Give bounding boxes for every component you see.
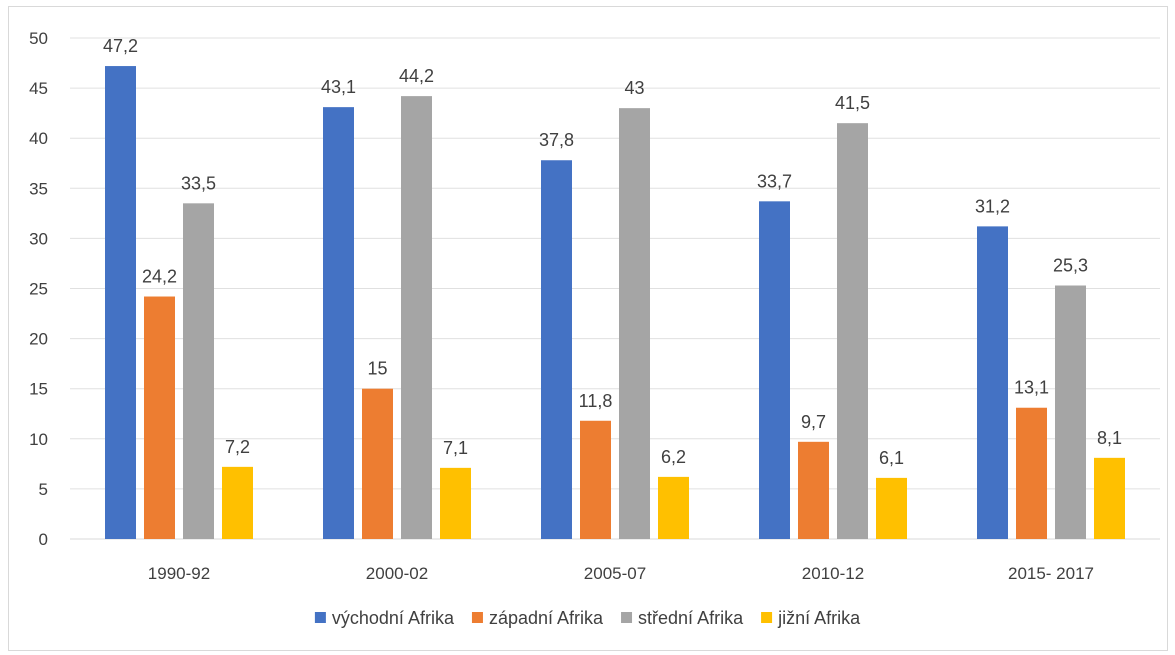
bar	[183, 203, 214, 539]
data-label: 6,2	[661, 447, 686, 467]
data-label: 7,1	[443, 438, 468, 458]
bar	[1055, 285, 1086, 539]
y-tick-label: 40	[29, 129, 48, 148]
bar	[222, 466, 253, 539]
x-tick-label: 2010-12	[802, 564, 864, 583]
x-tick-label: 2015- 2017	[1008, 564, 1094, 583]
data-label: 15	[367, 359, 387, 379]
data-label: 37,8	[539, 130, 574, 150]
bar	[619, 108, 650, 539]
bar	[323, 107, 354, 539]
y-tick-label: 15	[29, 380, 48, 399]
legend-label: východní Afrika	[332, 608, 455, 628]
y-tick-label: 20	[29, 330, 48, 349]
data-label: 11,8	[579, 391, 613, 411]
y-tick-label: 50	[29, 29, 48, 48]
y-tick-label: 45	[29, 79, 48, 98]
data-label: 43	[624, 78, 644, 98]
data-label: 41,5	[835, 93, 870, 113]
bar	[440, 467, 471, 539]
x-tick-label: 1990-92	[148, 564, 210, 583]
data-label: 6,1	[879, 448, 904, 468]
bar	[541, 160, 572, 539]
bar	[658, 476, 689, 539]
bar	[144, 296, 175, 539]
legend-label: střední Afrika	[638, 608, 744, 628]
data-label: 43,1	[321, 77, 356, 97]
bar	[1094, 457, 1125, 539]
legend-swatch	[471, 612, 483, 623]
legend-label: západní Afrika	[489, 608, 604, 628]
data-label: 8,1	[1097, 428, 1122, 448]
bar	[362, 388, 393, 539]
data-label: 47,2	[103, 36, 138, 56]
data-label: 33,7	[757, 171, 792, 191]
y-tick-label: 10	[29, 430, 48, 449]
bar	[977, 226, 1008, 539]
x-tick-label: 2000-02	[366, 564, 428, 583]
data-label: 13,1	[1014, 378, 1049, 398]
bar	[401, 96, 432, 539]
data-label: 31,2	[975, 196, 1010, 216]
bar	[580, 420, 611, 539]
data-label: 24,2	[142, 267, 177, 287]
y-tick-label: 35	[29, 179, 48, 198]
bar	[876, 477, 907, 539]
data-label: 9,7	[801, 412, 826, 432]
y-tick-label: 30	[29, 229, 48, 248]
bar	[759, 201, 790, 540]
bar	[105, 66, 136, 539]
y-tick-label: 0	[39, 530, 48, 549]
y-tick-label: 25	[29, 280, 48, 299]
legend-swatch	[314, 612, 326, 623]
x-tick-label: 2005-07	[584, 564, 646, 583]
legend-label: jižní Afrika	[777, 608, 861, 628]
bar	[798, 441, 829, 539]
data-label: 7,2	[225, 437, 250, 457]
y-tick-label: 5	[39, 480, 48, 499]
bar	[837, 123, 868, 540]
bar	[1016, 407, 1047, 539]
data-label: 44,2	[399, 66, 434, 86]
legend-swatch	[761, 612, 773, 623]
data-label: 33,5	[181, 173, 216, 193]
data-label: 25,3	[1053, 255, 1088, 275]
legend-swatch	[621, 612, 633, 623]
